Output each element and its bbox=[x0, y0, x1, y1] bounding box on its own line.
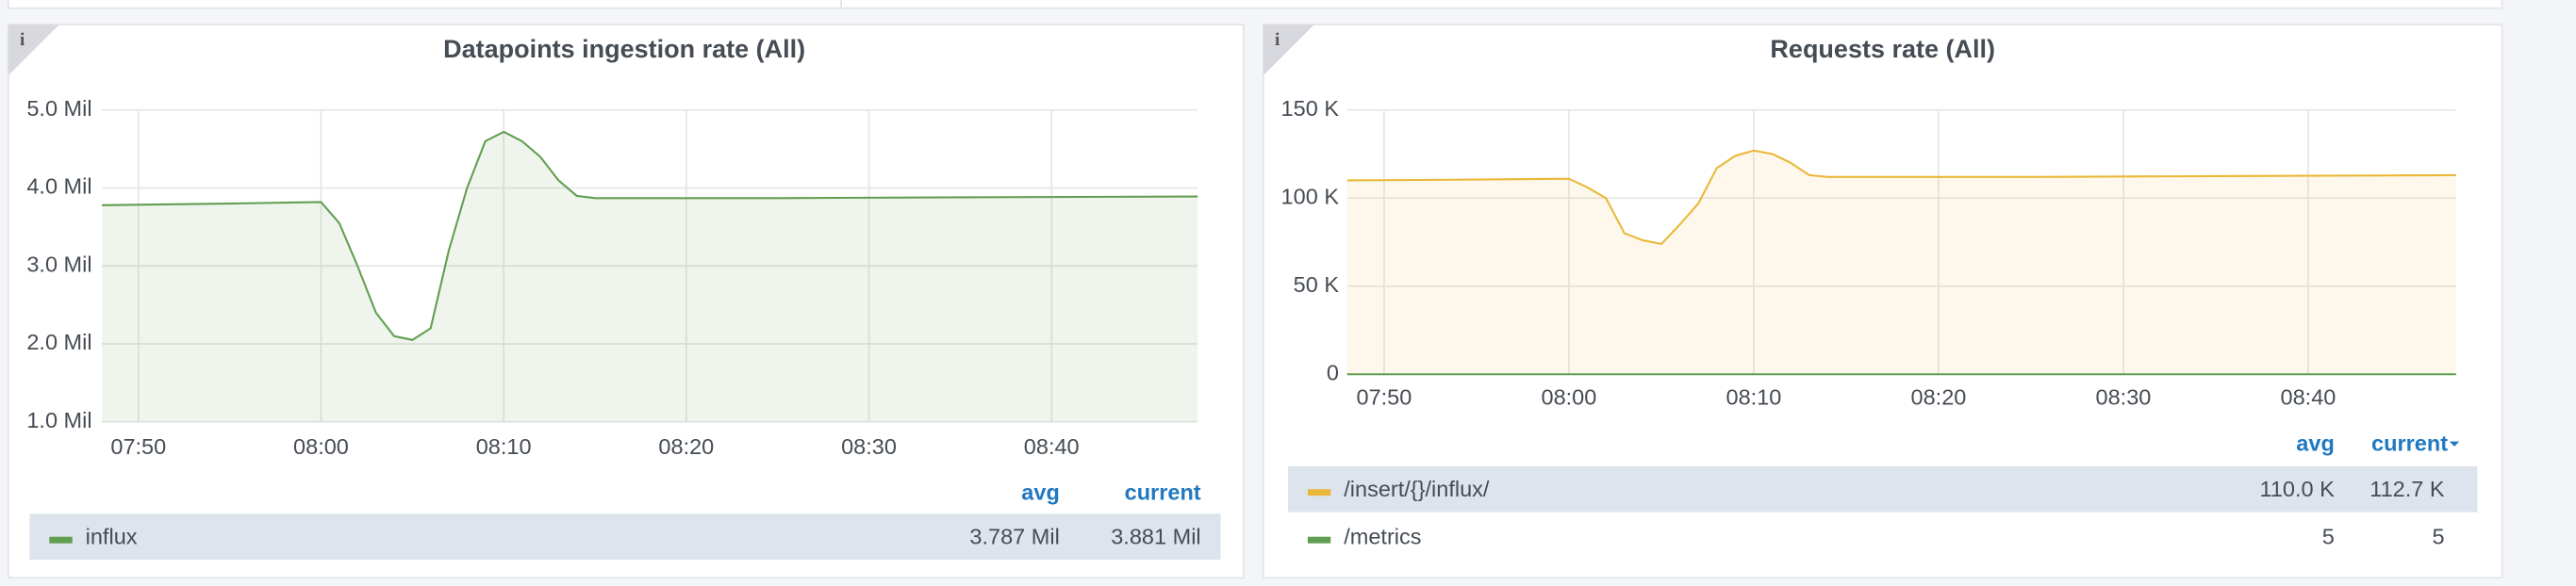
legend-header[interactable]: current bbox=[1125, 480, 1201, 505]
y-tick-label: 0 bbox=[1327, 360, 1339, 384]
line bbox=[102, 130, 1198, 341]
legend-row-highlight bbox=[1288, 465, 2478, 513]
y-tick-label: 1.0 Mil bbox=[26, 408, 91, 432]
legend-swatch[interactable] bbox=[49, 536, 73, 544]
x-tick-label: 08:00 bbox=[293, 434, 349, 459]
x-tick-label: 08:20 bbox=[658, 434, 714, 459]
chart-title: Datapoints ingestion rate (All) bbox=[443, 35, 805, 63]
legend-value: 5 bbox=[2432, 525, 2444, 549]
y-tick-label: 100 K bbox=[1281, 184, 1340, 208]
area bbox=[1346, 150, 2456, 375]
chart-title: Requests rate (All) bbox=[1770, 35, 1995, 63]
y-tick-label: 3.0 Mil bbox=[26, 252, 91, 276]
info-icon[interactable]: i bbox=[1275, 30, 1280, 50]
legend-label[interactable]: /insert/{}/influx/ bbox=[1344, 477, 1490, 501]
legend-header[interactable]: avg bbox=[1021, 480, 1060, 505]
info-icon[interactable]: i bbox=[20, 30, 25, 50]
x-tick-label: 07:50 bbox=[1356, 385, 1412, 410]
x-tick-label: 08:00 bbox=[1542, 385, 1597, 410]
legend-header[interactable]: avg bbox=[2296, 431, 2335, 455]
y-tick-label: 50 K bbox=[1294, 272, 1340, 297]
legend-header[interactable]: current bbox=[2371, 431, 2448, 455]
legend-swatch[interactable] bbox=[1307, 489, 1331, 496]
y-tick-label: 2.0 Mil bbox=[26, 330, 91, 354]
line bbox=[1346, 149, 2456, 246]
x-tick-label: 08:30 bbox=[2096, 385, 2152, 410]
y-tick-label: 4.0 Mil bbox=[26, 174, 91, 199]
legend-swatch[interactable] bbox=[1307, 536, 1331, 544]
x-tick-label: 08:10 bbox=[1726, 385, 1782, 410]
y-tick-label: 5.0 Mil bbox=[26, 96, 91, 121]
legend-value: 3.787 Mil bbox=[969, 525, 1059, 549]
x-tick-label: 08:40 bbox=[1024, 434, 1080, 459]
y-tick-label: 150 K bbox=[1281, 96, 1340, 121]
x-tick-label: 07:50 bbox=[110, 434, 166, 459]
info-corner[interactable] bbox=[8, 24, 59, 76]
legend-value: 5 bbox=[2322, 525, 2335, 549]
legend-row-highlight bbox=[29, 513, 1221, 561]
panel-top-strip bbox=[840, 0, 2503, 9]
x-tick-label: 08:40 bbox=[2281, 385, 2337, 410]
sort-arrow[interactable] bbox=[2449, 441, 2460, 447]
legend-value: 3.881 Mil bbox=[1111, 525, 1200, 549]
legend-value: 110.0 K bbox=[2260, 477, 2336, 501]
legend-label[interactable]: influx bbox=[86, 525, 138, 549]
legend-label[interactable]: /metrics bbox=[1344, 525, 1421, 549]
x-tick-label: 08:30 bbox=[841, 434, 897, 459]
x-tick-label: 08:20 bbox=[1911, 385, 1967, 410]
panel bbox=[7, 24, 1245, 579]
area bbox=[102, 131, 1198, 422]
x-tick-label: 08:10 bbox=[476, 434, 532, 459]
legend-value: 112.7 K bbox=[2370, 477, 2445, 501]
